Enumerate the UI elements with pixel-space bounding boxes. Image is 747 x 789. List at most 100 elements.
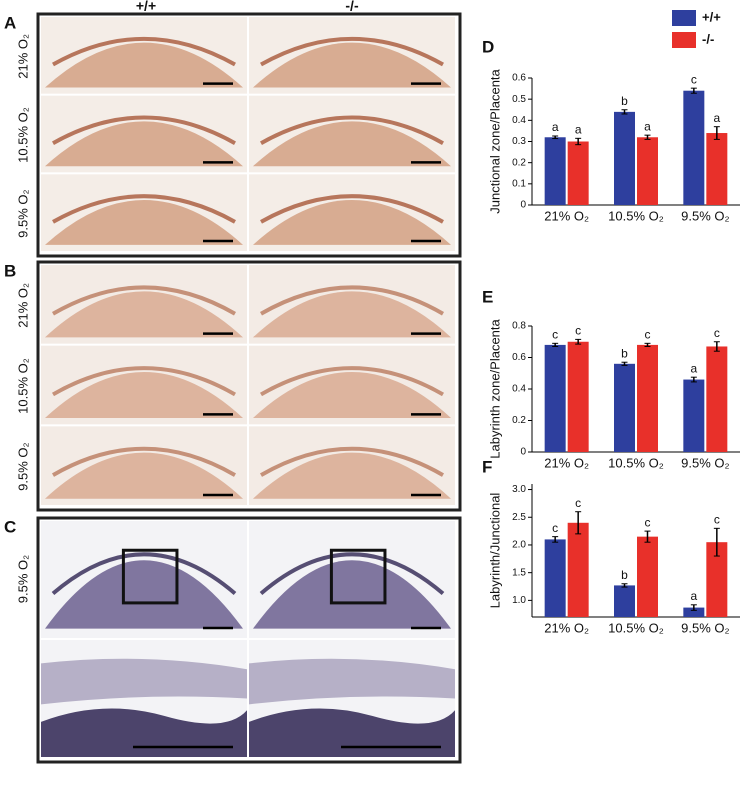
tissue [45,200,243,245]
panel-label: B [4,261,16,280]
tissue [41,708,247,757]
tissue-band [259,366,445,397]
x-tick-label: 21% O₂ [544,455,589,470]
bar [567,141,589,205]
x-tick-label: 21% O₂ [544,620,589,635]
row-label: 21% O₂ [15,283,30,328]
tissue [253,452,451,499]
bar [706,133,728,205]
bar [637,536,658,617]
tissue-band [260,115,444,145]
tissue-band [52,36,236,67]
significance-letter: c [691,72,697,86]
panel-label: A [4,13,16,32]
row-label: 9.5% O₂ [15,189,30,237]
y-tick-label: 0.2 [512,157,526,168]
x-tick-label: 10.5% O₂ [608,620,664,635]
significance-letter: b [621,568,628,582]
row-label: 10.5% O₂ [15,358,30,414]
tissue-band [52,194,236,224]
bar [706,346,728,452]
significance-letter: b [621,346,628,360]
tissue-band [51,552,237,596]
tissue [253,121,451,167]
significance-letter: a [713,111,720,125]
y-tick-label: 0 [520,200,526,211]
bar [614,363,635,452]
bar [637,344,658,452]
significance-letter: c [575,496,581,510]
tissue-band [259,552,445,596]
panel-label: C [4,517,16,536]
bar [614,585,635,617]
y-tick-label: 0.6 [512,352,526,363]
significance-letter: a [575,122,582,136]
tissue-band [52,115,236,145]
bar [637,137,658,205]
significance-letter: a [552,120,559,134]
legend-swatch [672,10,696,26]
significance-letter: c [714,326,720,340]
significance-letter: c [575,324,581,338]
tissue-band [51,366,237,397]
bar [683,379,705,452]
legend-swatch [672,32,696,48]
y-axis-label: Labyrinth zone/Placenta [487,318,502,458]
panel-label: E [482,287,493,306]
bar [614,111,635,205]
bar [683,607,705,617]
tissue [45,121,243,167]
y-tick-label: 0.1 [512,178,526,189]
tissue-band [51,285,237,316]
significance-letter: a [690,361,697,375]
tissue-band [260,194,444,224]
tissue [253,291,451,338]
inset-box [121,548,179,605]
significance-letter: c [645,515,651,529]
y-tick-label: 1.0 [512,595,526,606]
tissue [249,658,455,705]
tissue-band [259,446,445,477]
bar [706,542,728,617]
row-label: 9.5% O₂ [15,442,30,490]
y-tick-label: 0.3 [512,136,526,147]
row-label: 21% O₂ [15,34,30,79]
x-tick-label: 10.5% O₂ [608,208,664,223]
tissue [41,658,247,705]
x-tick-label: 10.5% O₂ [608,455,664,470]
column-header: +/+ [136,0,156,14]
tissue-band [51,446,237,477]
y-tick-label: 0.4 [512,115,526,126]
tissue-band [260,36,444,67]
significance-letter: a [644,119,651,133]
tissue-band [259,285,445,316]
significance-letter: c [552,327,558,341]
bar [544,137,566,205]
bar [544,539,566,617]
bar [567,341,589,452]
tissue [45,291,243,338]
tissue [45,560,243,629]
y-tick-label: 2.0 [512,540,526,551]
bar [544,344,566,452]
y-axis-label: Junctional zone/Placenta [487,68,502,213]
legend-label: +/+ [702,9,721,24]
y-axis-label: Labyrinth/Junctional [487,493,502,609]
row-label: 9.5% O₂ [15,555,30,603]
tissue [253,372,451,419]
x-tick-label: 21% O₂ [544,208,589,223]
x-tick-label: 9.5% O₂ [681,208,729,223]
y-tick-label: 0.5 [512,94,526,105]
significance-letter: c [645,327,651,341]
legend-label: -/- [702,31,714,46]
column-header: -/- [345,0,359,14]
x-tick-label: 9.5% O₂ [681,620,729,635]
significance-letter: a [690,589,697,603]
inset-box [329,548,387,605]
tissue [253,200,451,245]
y-tick-label: 1.5 [512,567,526,578]
tissue [45,42,243,88]
y-tick-label: 0.6 [512,73,526,84]
tissue [249,708,455,757]
